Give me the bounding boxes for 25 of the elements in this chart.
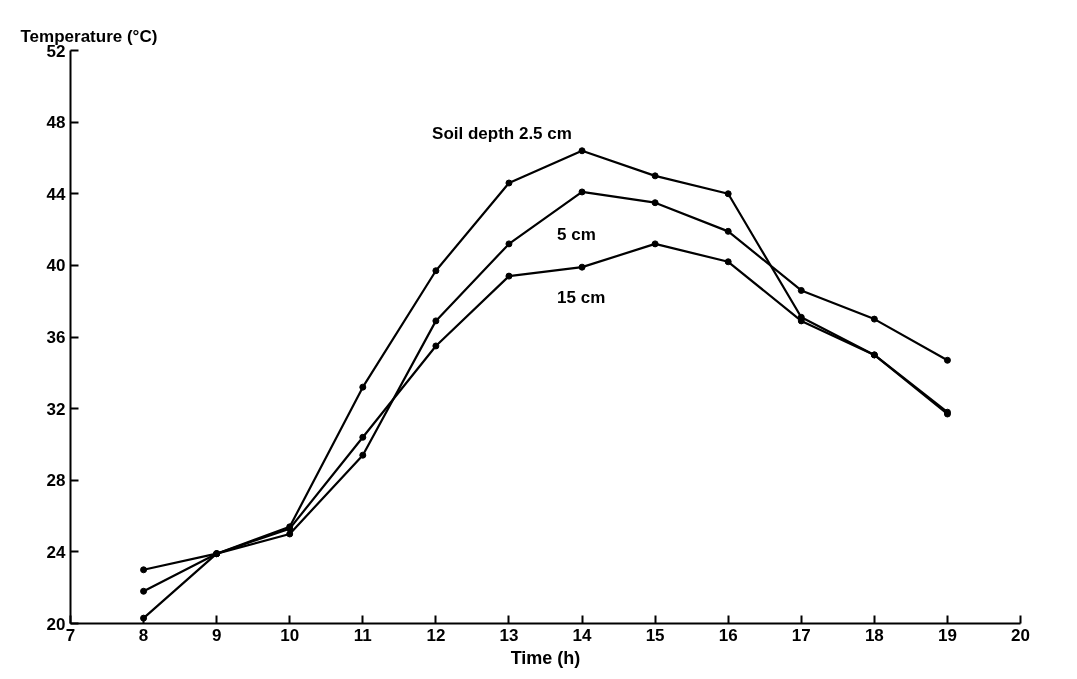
x-axis-title: Time (h) — [510, 647, 581, 668]
series-label: 5 cm — [557, 224, 596, 244]
x-tick-label: 10 — [280, 625, 300, 645]
y-tick-label: 40 — [46, 256, 66, 276]
x-tick-label: 14 — [572, 625, 593, 645]
x-tick-label: 12 — [426, 625, 446, 645]
x-tick-label: 19 — [937, 625, 957, 645]
y-tick-label: 32 — [46, 399, 66, 419]
y-tick-label: 36 — [46, 328, 66, 347]
x-tick-label: 11 — [353, 625, 372, 645]
x-tick-label: 17 — [791, 625, 811, 645]
series-label: Soil depth 2.5 cm — [432, 123, 572, 143]
x-tick-label: 15 — [645, 625, 665, 645]
y-tick-label: 44 — [46, 184, 67, 204]
x-tick-label: 8 — [138, 625, 149, 645]
y-tick-label: 28 — [46, 471, 66, 491]
x-tick-label: 9 — [211, 625, 222, 645]
x-tick-label: 16 — [718, 625, 738, 645]
x-tick-label: 18 — [864, 625, 884, 645]
x-tick-label: 7 — [65, 625, 76, 645]
y-tick-label: 24 — [46, 542, 67, 562]
x-tick-label: 20 — [1011, 625, 1030, 645]
y-tick-label: 48 — [46, 113, 66, 133]
series-label: 15 cm — [557, 288, 606, 308]
x-tick-label: 13 — [499, 625, 519, 645]
